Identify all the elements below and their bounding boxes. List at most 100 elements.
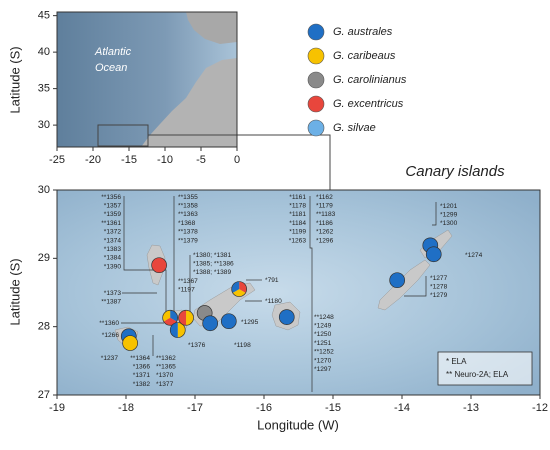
site [231,281,248,297]
station-label: **1367 [178,278,198,285]
legend-swatch [307,71,325,89]
legend-label: G. carolinianus [333,74,407,86]
station-label: *1249 [314,322,332,329]
station-label: *1161 [289,194,306,201]
station-label: *1237 [101,355,119,362]
site [278,309,295,325]
site-marker [151,257,167,274]
y-tick-label: 30 [38,184,50,196]
x-tick-label: -15 [121,154,137,166]
station-label: *1366 [133,363,151,370]
y-tick-label: 30 [38,119,50,131]
site-wedge [232,289,246,297]
station-label: *1184 [289,220,306,227]
x-tick-label: -18 [118,402,134,414]
station-label: **1387 [101,298,121,305]
station-label: *1383 [104,246,122,253]
site-marker [389,272,406,289]
station-label: **1355 [178,194,198,201]
site [122,335,138,351]
legend-swatch [307,119,325,137]
leader-lines [121,196,437,392]
iberia [186,12,237,44]
station-label: *1178 [289,202,306,209]
legend-label: G. silvae [333,122,376,134]
station-label: *1380; *1381 [193,252,231,259]
site-marker [278,309,295,325]
station-label: *1197 [178,286,195,293]
station-label: *1180 [265,298,282,305]
x-tick-label: -13 [463,402,479,414]
y-tick-label: 28 [38,321,50,333]
station-label: *1179 [316,202,333,209]
station-label: **1360 [99,320,119,327]
station-label: **1358 [178,202,198,209]
station-label: *1296 [316,237,334,244]
y-tick-label: 29 [38,252,50,264]
x-tick-label: -19 [49,402,65,414]
station-label: *1390 [104,263,122,270]
legend-swatch [307,47,325,65]
station-label: **1362 [156,355,176,362]
station-label: *1372 [104,229,122,236]
station-label: *1199 [289,229,306,236]
site-wedge [178,310,187,326]
site-marker [425,246,442,263]
station-label: **1248 [314,314,334,321]
x-tick-label: -16 [256,402,272,414]
station-label: *1201 [440,203,458,210]
inset-axes [56,11,238,148]
site-wedge [163,317,177,326]
station-label: *1382 [133,381,151,388]
station-label: *1297 [314,366,332,373]
connector [148,134,331,190]
station-label: *1300 [440,220,458,227]
site [151,257,167,274]
main-axes [56,189,541,396]
station-label: *1162 [316,194,333,201]
x-tick-label: -15 [325,402,341,414]
station-label: *1385; **1386 [193,260,234,267]
station-label: *1295 [241,319,259,326]
station-label: *1384 [104,255,122,262]
x-tick-label: -10 [157,154,173,166]
y-tick-label: 40 [38,46,50,58]
site-wedge [177,322,186,338]
station-label: *1277 [430,275,448,282]
station-label: *1368 [178,220,196,227]
station-label: **1379 [178,237,198,244]
station-label: *1266 [102,332,120,339]
legend-swatch [307,23,325,41]
station-label: **1378 [178,229,198,236]
station-label: *1373 [104,290,122,297]
station-label: **1361 [101,220,121,227]
station-label: **1364 [130,355,150,362]
y-tick-label: 27 [38,389,50,401]
station-label: *1376 [188,342,206,349]
africa [141,58,237,147]
leader [432,202,437,226]
site [220,313,237,330]
x-tick-label: -14 [394,402,410,414]
y-label: Latitude (S) [7,258,22,325]
station-label: *1279 [430,292,448,299]
site-outline [178,309,194,326]
station-label: *1299 [440,211,458,218]
leader [404,276,427,297]
station-label: *1377 [156,381,174,388]
site-wedge [186,310,194,326]
station-label: *1278 [430,283,448,290]
station-label: **1252 [314,349,334,356]
site-outline [231,281,248,297]
site [425,246,442,263]
station-label: *791 [265,277,279,284]
site [389,272,406,289]
x-tick-label: -25 [49,154,65,166]
x-tick-label: -12 [532,402,548,414]
x-tick-label: -17 [187,402,203,414]
station-label: *1357 [104,202,122,209]
inset-y-label: Latitude (S) [7,46,22,113]
station-label: *1371 [133,372,151,379]
station-label: *1198 [234,342,251,349]
